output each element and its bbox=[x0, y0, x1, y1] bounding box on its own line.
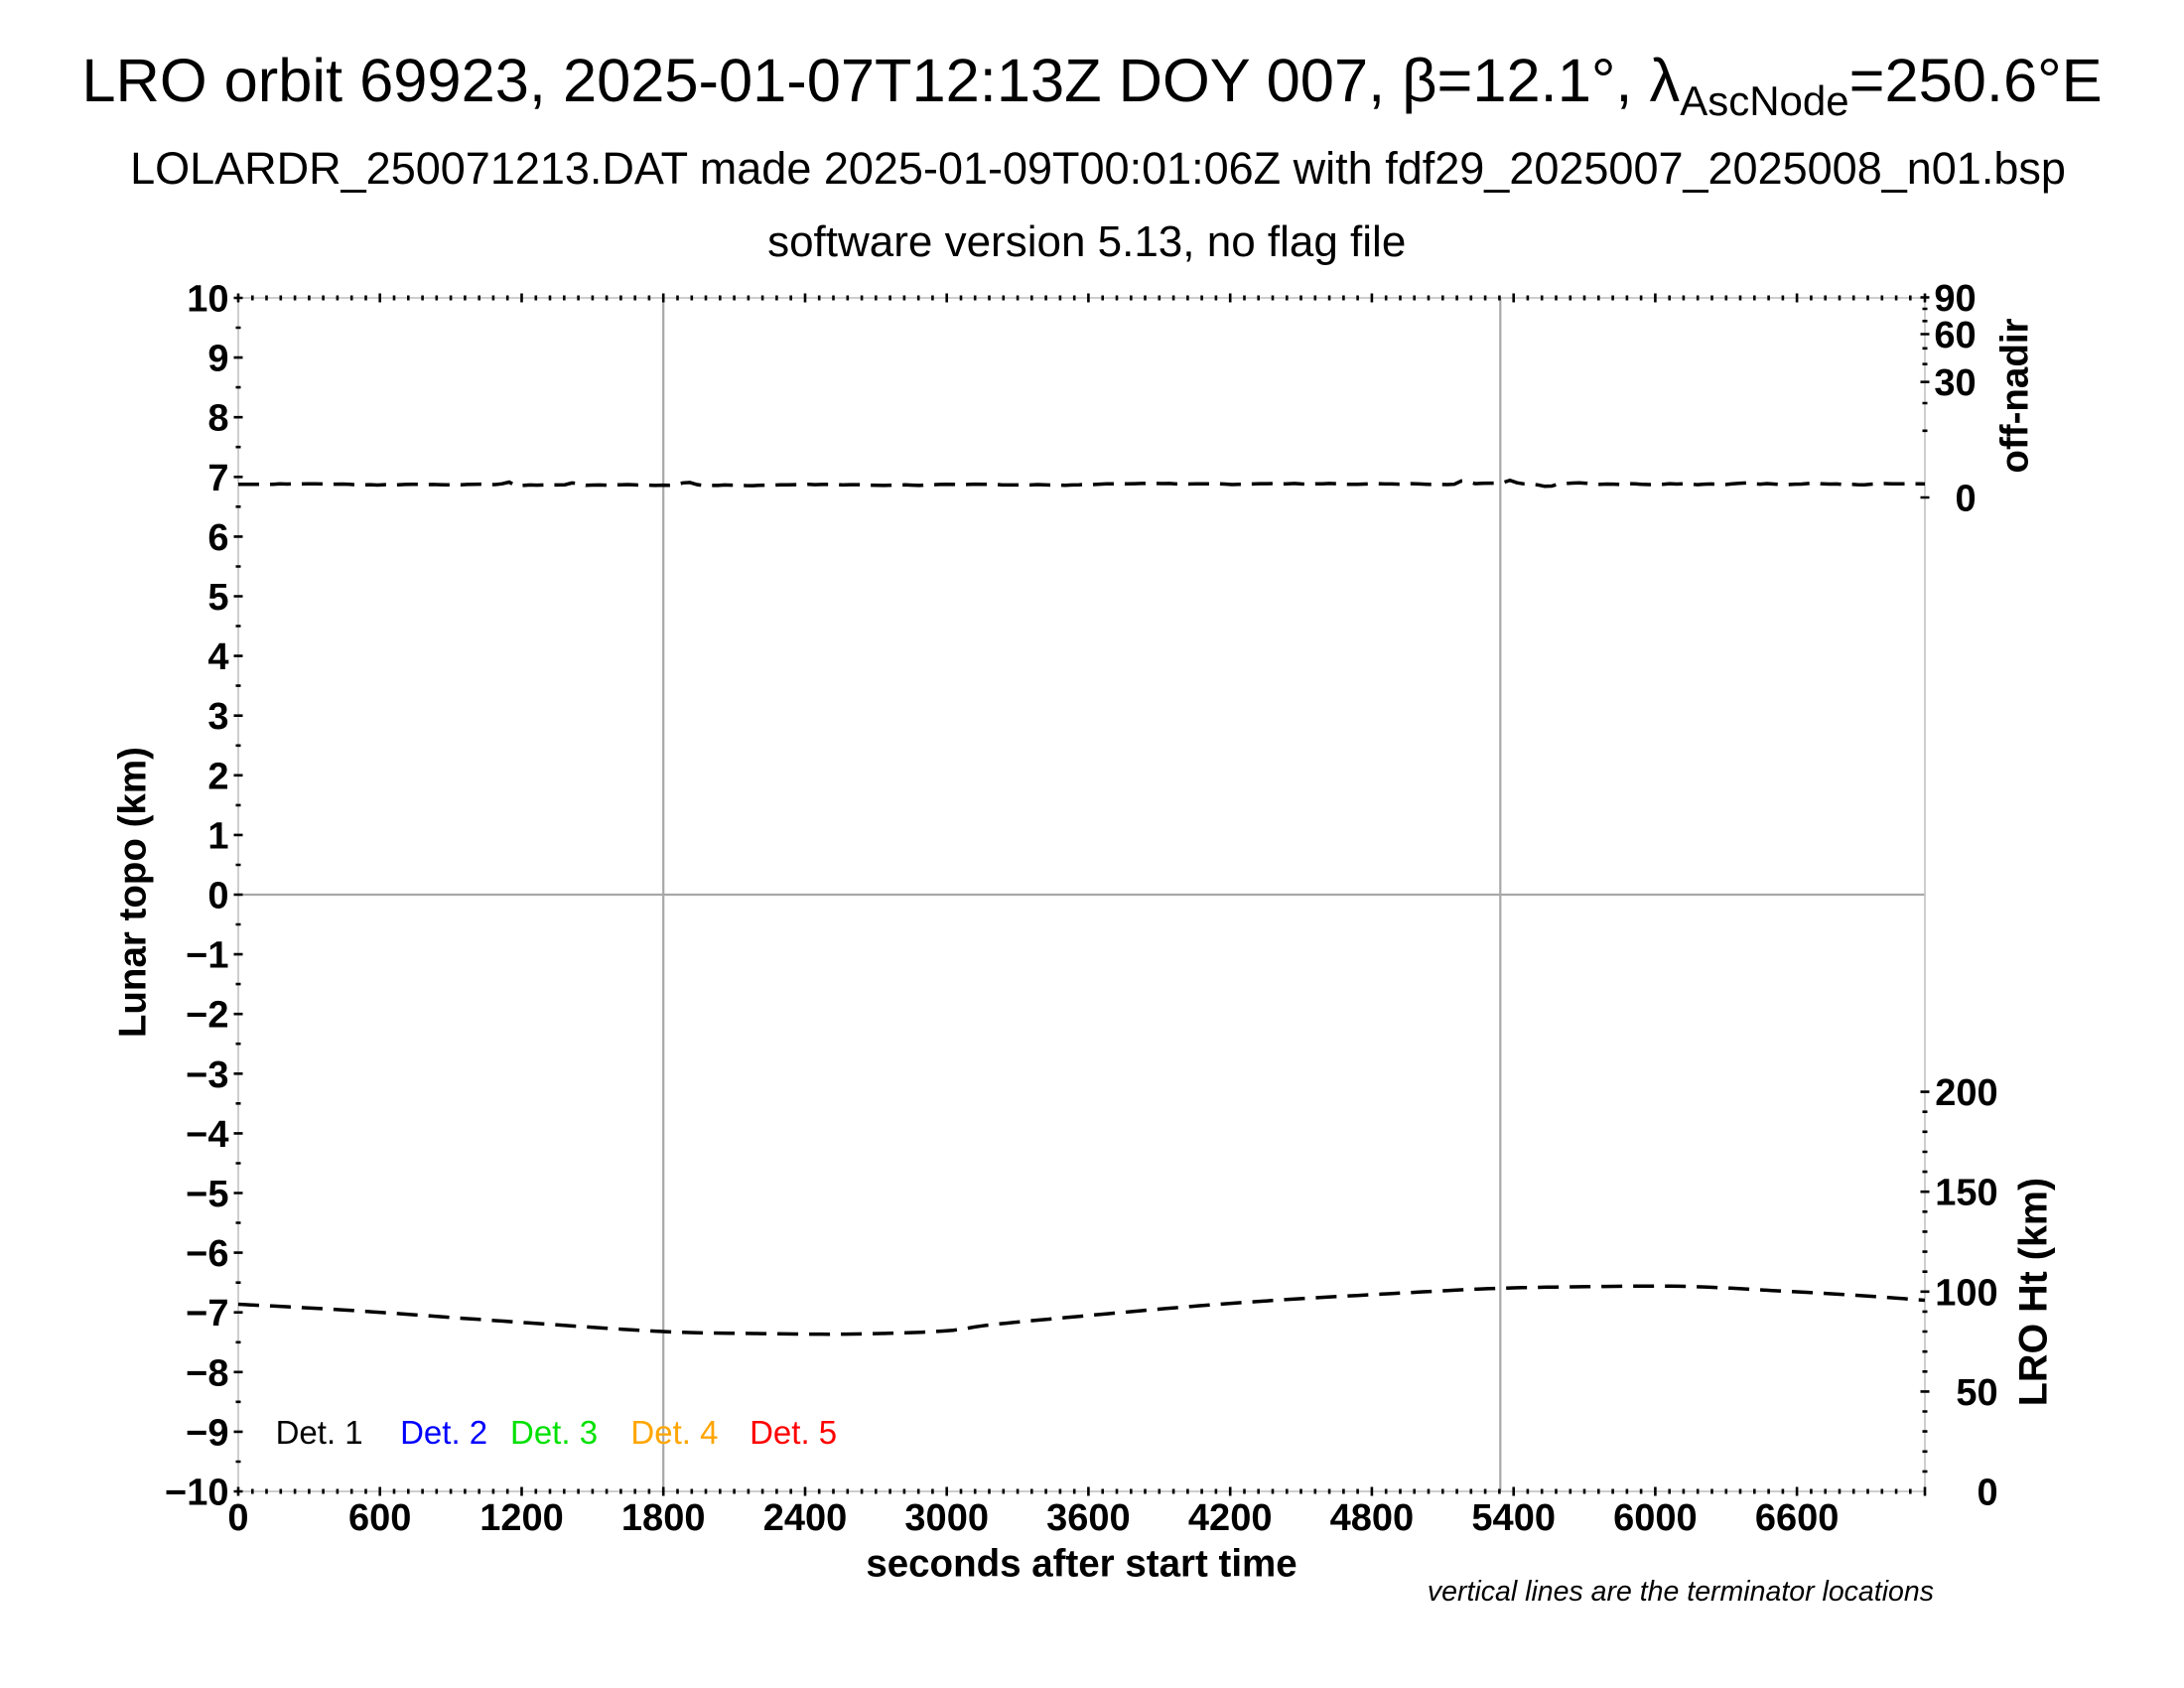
svg-text:600: 600 bbox=[348, 1497, 411, 1539]
svg-text:100: 100 bbox=[1935, 1272, 1997, 1314]
svg-text:0: 0 bbox=[1956, 479, 1977, 520]
svg-text:−10: −10 bbox=[165, 1473, 228, 1514]
svg-text:1200: 1200 bbox=[479, 1497, 564, 1539]
svg-text:6600: 6600 bbox=[1755, 1497, 1840, 1539]
svg-text:8: 8 bbox=[207, 398, 228, 440]
svg-text:10: 10 bbox=[187, 279, 228, 321]
svg-text:6000: 6000 bbox=[1613, 1497, 1698, 1539]
svg-text:0: 0 bbox=[1978, 1473, 1998, 1514]
svg-text:−2: −2 bbox=[186, 995, 228, 1037]
svg-text:Det. 5: Det. 5 bbox=[750, 1414, 837, 1451]
svg-text:50: 50 bbox=[1956, 1372, 1997, 1414]
svg-text:Det. 4: Det. 4 bbox=[630, 1414, 718, 1451]
svg-text:7: 7 bbox=[207, 458, 228, 499]
svg-text:Det. 3: Det. 3 bbox=[510, 1414, 598, 1451]
svg-text:2400: 2400 bbox=[763, 1497, 848, 1539]
svg-text:vertical lines are the termina: vertical lines are the terminator locati… bbox=[1428, 1576, 1934, 1608]
svg-text:4200: 4200 bbox=[1188, 1497, 1273, 1539]
svg-text:LOLARDR_250071213.DAT made 202: LOLARDR_250071213.DAT made 2025-01-09T00… bbox=[130, 143, 2066, 194]
svg-text:Lunar topo (km): Lunar topo (km) bbox=[112, 747, 155, 1038]
svg-text:Det. 2: Det. 2 bbox=[400, 1414, 487, 1451]
svg-text:−7: −7 bbox=[186, 1293, 228, 1335]
svg-text:3000: 3000 bbox=[904, 1497, 989, 1539]
svg-text:5400: 5400 bbox=[1471, 1497, 1556, 1539]
svg-text:60: 60 bbox=[1934, 315, 1976, 356]
svg-text:4: 4 bbox=[207, 636, 228, 678]
svg-text:−6: −6 bbox=[186, 1233, 228, 1275]
svg-text:1800: 1800 bbox=[621, 1497, 706, 1539]
svg-text:−5: −5 bbox=[186, 1174, 228, 1215]
svg-text:150: 150 bbox=[1935, 1173, 1997, 1214]
svg-text:6: 6 bbox=[207, 517, 228, 559]
svg-text:2: 2 bbox=[207, 756, 228, 797]
svg-text:seconds after start time: seconds after start time bbox=[866, 1543, 1297, 1586]
svg-text:−8: −8 bbox=[186, 1352, 228, 1394]
svg-text:1: 1 bbox=[207, 815, 228, 857]
svg-text:0: 0 bbox=[207, 876, 228, 917]
svg-text:−4: −4 bbox=[186, 1114, 228, 1156]
svg-text:5: 5 bbox=[207, 577, 228, 619]
svg-text:off-nadir: off-nadir bbox=[1993, 318, 2036, 473]
svg-text:−1: −1 bbox=[186, 935, 228, 977]
svg-text:software version 5.13, no flag: software version 5.13, no flag file bbox=[767, 217, 1406, 266]
svg-text:3: 3 bbox=[207, 696, 228, 738]
svg-text:−9: −9 bbox=[186, 1412, 228, 1454]
svg-text:−3: −3 bbox=[186, 1055, 228, 1096]
svg-text:90: 90 bbox=[1934, 278, 1976, 320]
svg-text:30: 30 bbox=[1934, 362, 1976, 404]
svg-text:0: 0 bbox=[227, 1497, 248, 1539]
svg-text:9: 9 bbox=[207, 339, 228, 380]
svg-text:LRO Ht (km): LRO Ht (km) bbox=[2012, 1178, 2056, 1406]
svg-text:3600: 3600 bbox=[1046, 1497, 1131, 1539]
svg-text:Det. 1: Det. 1 bbox=[276, 1414, 363, 1451]
svg-text:200: 200 bbox=[1935, 1072, 1997, 1114]
svg-text:4800: 4800 bbox=[1330, 1497, 1415, 1539]
